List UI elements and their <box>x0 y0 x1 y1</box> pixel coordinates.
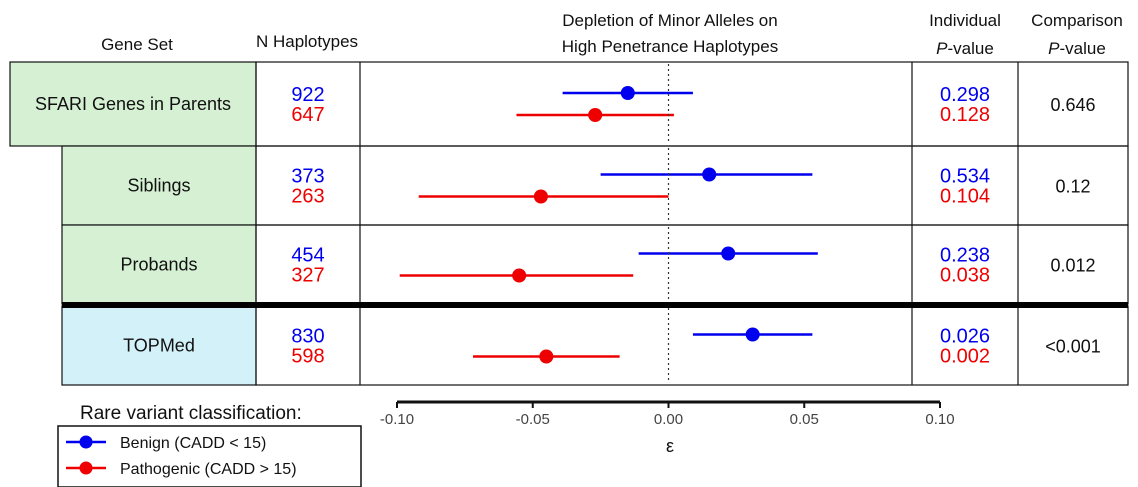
p-comparison: <0.001 <box>1045 337 1101 357</box>
n-pathogenic: 598 <box>291 346 324 368</box>
row-label: SFARI Genes in Parents <box>35 94 231 114</box>
n-pathogenic: 263 <box>291 186 324 208</box>
header-comparison-line-1: Comparison <box>1031 11 1123 30</box>
p-benign: 0.534 <box>940 166 990 188</box>
plot-title-line-1: Depletion of Minor Alleles on <box>562 11 777 30</box>
n-benign: 454 <box>291 245 324 267</box>
legend: Benign (CADD < 15) Pathogenic (CADD > 15… <box>57 425 362 487</box>
n-pathogenic: 647 <box>291 104 324 126</box>
x-tick-label: -0.05 <box>516 411 550 428</box>
row-label-cell <box>9 61 257 147</box>
benign-point <box>702 167 717 182</box>
p-pathogenic: 0.104 <box>940 186 990 208</box>
x-tick-label: 0.00 <box>654 411 683 428</box>
p-comparison: 0.012 <box>1050 256 1095 276</box>
x-tick-label: -0.10 <box>380 411 414 428</box>
row-frame <box>255 224 1129 305</box>
row-frame <box>255 145 1129 226</box>
n-benign: 373 <box>291 166 324 188</box>
row-label: TOPMed <box>123 336 195 356</box>
pathogenic-point <box>588 108 603 122</box>
header-n-haplotypes: N Haplotypes <box>256 32 358 51</box>
row-label: Siblings <box>127 176 190 196</box>
legend-benign-marker <box>79 435 93 449</box>
x-tick-label: 0.05 <box>790 411 819 428</box>
x-tick-label: 0.10 <box>925 411 954 428</box>
legend-box <box>57 425 362 487</box>
p-benign: 0.026 <box>940 326 990 348</box>
benign-point <box>721 246 736 261</box>
p-pathogenic: 0.128 <box>940 104 990 126</box>
legend-benign-label: Benign (CADD < 15) <box>120 435 266 452</box>
p-benign: 0.238 <box>940 245 990 267</box>
pathogenic-point <box>539 349 554 364</box>
p-pathogenic: 0.038 <box>940 265 990 287</box>
benign-point <box>620 86 635 100</box>
header-individual-line-2: P-value <box>936 39 994 58</box>
row-label-cell <box>61 145 257 226</box>
p-pathogenic: 0.002 <box>940 346 990 368</box>
header-individual-line-1: Individual <box>929 11 1001 30</box>
p-comparison: 0.12 <box>1055 177 1090 197</box>
row-frame <box>255 305 1129 386</box>
row-label: Probands <box>120 255 197 275</box>
x-axis: -0.10 -0.05 0.00 0.05 0.10 ε <box>380 400 955 456</box>
n-pathogenic: 327 <box>291 265 324 287</box>
header-gene-set: Gene Set <box>101 35 173 54</box>
row-frame <box>255 61 1129 147</box>
header-comparison-line-2: P-value <box>1048 39 1106 58</box>
row-label-cell <box>61 305 257 386</box>
pathogenic-point <box>533 189 548 204</box>
legend-pathogenic-label: Pathogenic (CADD > 15) <box>120 461 297 478</box>
pathogenic-point <box>512 268 527 283</box>
legend-pathogenic-marker <box>79 461 93 475</box>
x-axis-label: ε <box>666 436 674 456</box>
plot-layer <box>399 64 818 383</box>
p-benign: 0.298 <box>940 84 990 106</box>
n-benign: 830 <box>291 326 324 348</box>
benign-point <box>745 327 760 342</box>
n-benign: 922 <box>291 84 324 106</box>
legend-title: Rare variant classification: <box>80 403 302 424</box>
plot-title-line-2: High Penetrance Haplotypes <box>562 37 778 56</box>
p-comparison: 0.646 <box>1050 95 1095 115</box>
